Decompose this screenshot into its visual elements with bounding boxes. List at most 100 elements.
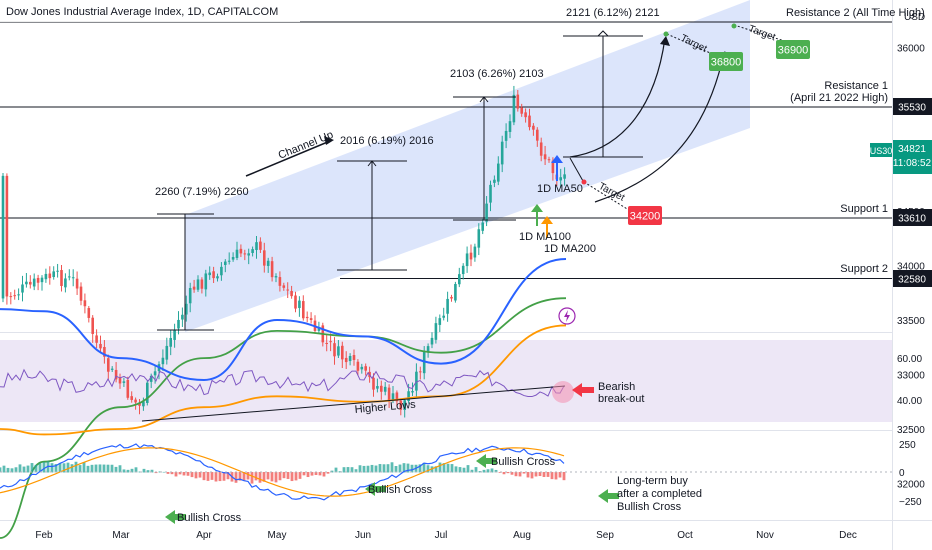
candle [372, 377, 375, 390]
macd-histogram-bar [522, 472, 526, 474]
candle [130, 396, 133, 400]
candle [302, 301, 305, 319]
price-axis[interactable]: 3650036000355003500034500340003350033000… [897, 0, 925, 491]
ma100-label: 1D MA100 [519, 231, 571, 243]
bullish-cross-label-2: Bullish Cross [368, 484, 433, 496]
macd-histogram-bar [142, 468, 146, 473]
price-tick: 33000 [897, 371, 925, 382]
macd-histogram-bar [106, 464, 110, 473]
candle [465, 253, 469, 267]
macd-histogram-bar [310, 472, 314, 476]
ma200-arrow [541, 216, 553, 238]
currency-label[interactable]: USD [904, 12, 925, 23]
macd-histogram-bar [490, 468, 494, 473]
candle [489, 184, 492, 203]
target-line-3 [583, 181, 633, 213]
candle [407, 391, 410, 402]
macd-histogram-bar [66, 462, 70, 473]
candle [220, 266, 223, 276]
macd-histogram-bar [326, 472, 330, 474]
candle [282, 285, 286, 288]
target-dot [731, 23, 737, 29]
candle [91, 317, 94, 334]
macd-histogram-bar [538, 472, 542, 477]
macd-histogram-bar [114, 466, 118, 473]
rise-label-2: 2016 (6.19%) 2016 [340, 135, 434, 147]
candle [44, 273, 48, 280]
macd-histogram-bar [198, 472, 202, 478]
bullish-cross-label-3: Bullish Cross [491, 456, 556, 468]
macd-histogram-bar [146, 470, 150, 473]
candle [442, 315, 445, 318]
support-1-label: Support 1 [840, 203, 888, 215]
candle [528, 115, 531, 128]
candle [344, 357, 348, 363]
candle [165, 345, 169, 360]
bullish-cross-label-1: Bullish Cross [177, 512, 242, 524]
macd-histogram-bar [350, 467, 354, 473]
candle [227, 260, 231, 262]
candle [380, 385, 383, 392]
candle [255, 242, 258, 251]
candle [485, 203, 488, 222]
candle [114, 369, 118, 380]
target-badge-34200-label: 34200 [630, 211, 661, 223]
macd-histogram-bar [458, 467, 462, 473]
candle [508, 121, 512, 132]
macd-line [0, 443, 565, 501]
time-tick-mar: Mar [112, 530, 130, 541]
macd-histogram-bar [486, 469, 490, 473]
macd-histogram-bar [246, 472, 250, 480]
macd-histogram-bar [546, 472, 550, 477]
bearish-breakout-arrow [572, 383, 594, 397]
macd-histogram-bar [6, 467, 10, 473]
candle [146, 382, 149, 403]
macd-histogram-bar [502, 472, 506, 475]
target-line-2 [733, 24, 798, 46]
lightning-icon[interactable] [558, 307, 576, 325]
candle [524, 112, 527, 118]
pullback-arrow [569, 157, 584, 182]
long-term-note-3: Bullish Cross [617, 501, 682, 513]
candle [153, 371, 157, 376]
ma100-line [0, 297, 567, 539]
candle [348, 356, 352, 362]
candle [235, 249, 239, 258]
measure-bracket-1 [157, 213, 214, 331]
macd-histogram-bar [542, 472, 546, 477]
rsi-tick-40: 40.00 [897, 396, 922, 407]
support-1-price-badge [893, 209, 932, 226]
candle [21, 284, 24, 293]
macd-histogram-bar [22, 466, 26, 473]
measure-bracket-4 [563, 35, 643, 158]
macd-histogram-bar [130, 468, 134, 473]
candle [71, 277, 75, 279]
candle [185, 303, 188, 315]
macd-histogram-bar [34, 464, 38, 473]
macd-histogram-bar [306, 472, 310, 478]
price-tick: 33500 [897, 316, 925, 327]
macd-histogram-bar [10, 468, 14, 473]
macd-histogram-bar [238, 472, 242, 481]
macd-histogram-bar [170, 472, 174, 475]
target-badge-36800-label: 36800 [711, 57, 742, 69]
candle [356, 361, 360, 371]
macd-histogram-bar [202, 472, 206, 481]
candle [95, 335, 98, 343]
time-axis[interactable]: Feb Mar Apr May Jun Jul Aug Sep Oct Nov Dec [35, 530, 857, 541]
macd-histogram-bar [294, 472, 298, 481]
macd-histogram-bar [334, 467, 338, 473]
macd-histogram-bar [162, 471, 166, 473]
time-tick-nov: Nov [756, 530, 774, 541]
candle [239, 248, 243, 254]
symbol-badge [870, 143, 892, 157]
macd-histogram-bar [182, 472, 186, 476]
candle [149, 375, 153, 382]
bearish-label-2: break-out [598, 393, 644, 405]
candle [434, 323, 438, 340]
macd-histogram-bar [226, 472, 230, 480]
candle [118, 377, 122, 384]
macd-tick-0: 0 [899, 468, 905, 479]
price-tick: 32000 [897, 480, 925, 491]
